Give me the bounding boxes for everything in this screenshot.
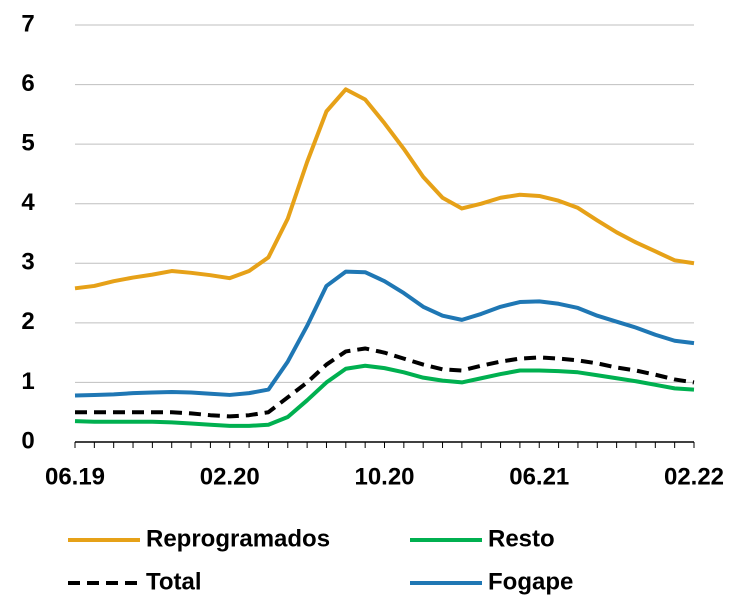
y-tick-label: 7 [21, 10, 34, 37]
series-line [74, 87, 695, 291]
legend-label: Total [146, 568, 202, 595]
x-tick-label: 10.20 [354, 463, 414, 490]
x-tick-label: 02.22 [664, 463, 724, 490]
x-tick-label: 06.19 [45, 463, 105, 490]
x-tick-label: 06.21 [509, 463, 569, 490]
legend-label: Fogape [488, 568, 573, 595]
y-tick-label: 3 [21, 249, 34, 276]
y-tick-label: 1 [21, 368, 34, 395]
legend-label: Reprogramados [146, 525, 330, 552]
x-tick-label: 02.20 [200, 463, 260, 490]
series-line [74, 269, 695, 398]
y-tick-label: 2 [21, 308, 34, 335]
legend-label: Resto [488, 525, 555, 552]
y-tick-label: 0 [21, 427, 34, 454]
y-tick-label: 6 [21, 70, 34, 97]
series-line [74, 363, 695, 428]
y-tick-label: 4 [21, 189, 35, 216]
series-line [75, 346, 695, 419]
y-tick-label: 5 [21, 129, 34, 156]
